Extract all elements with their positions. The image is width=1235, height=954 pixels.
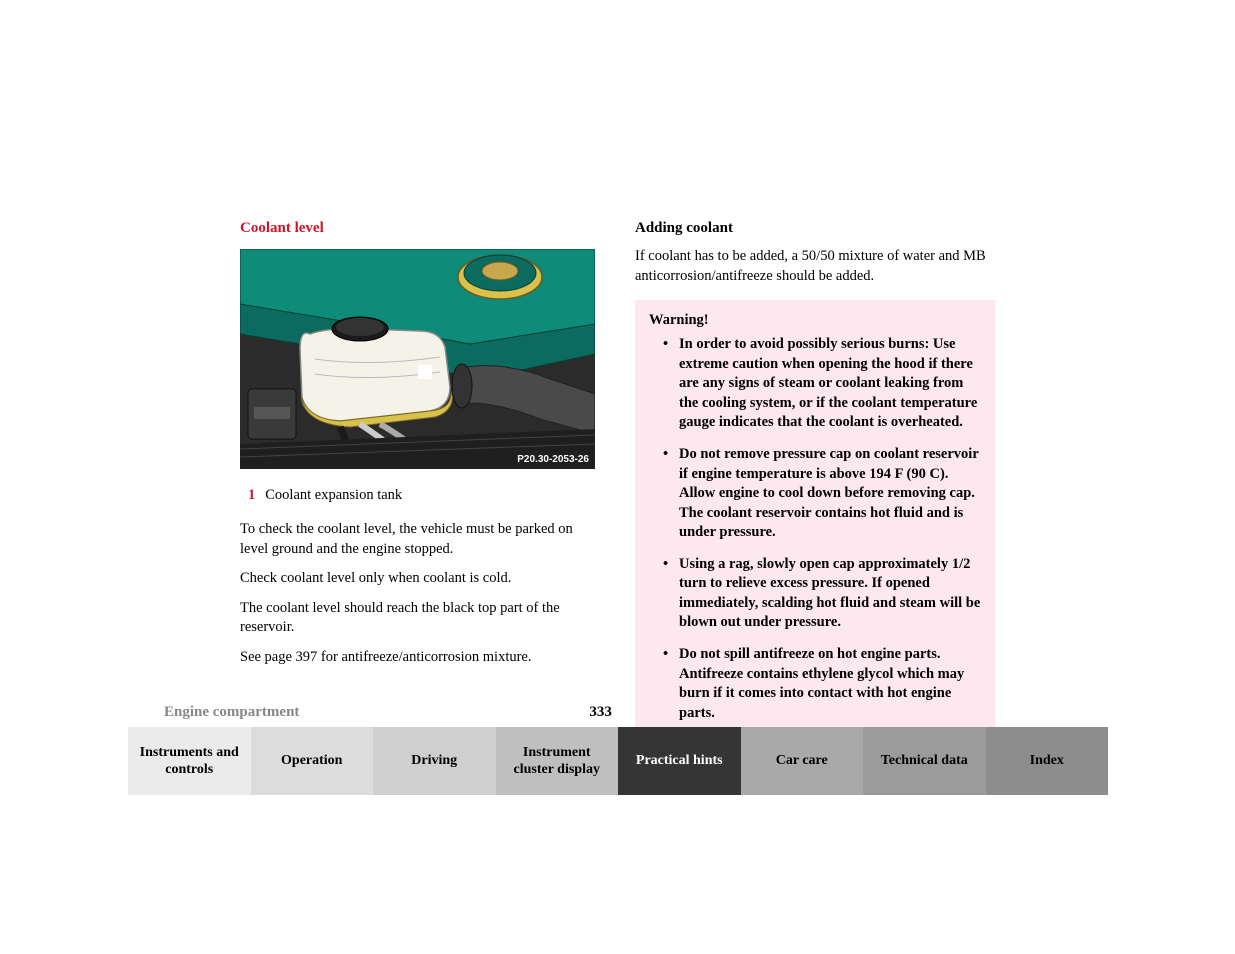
warning-box: Warning! In order to avoid possibly seri… <box>635 300 995 749</box>
right-column: Adding coolant If coolant has to be adde… <box>635 220 995 749</box>
tab-instrument-cluster-display[interactable]: Instrument cluster display <box>496 727 619 795</box>
callout-number: 1 <box>248 487 255 504</box>
image-reference-label: P20.30-2053-26 <box>517 454 589 465</box>
para-mixture: If coolant has to be added, a 50/50 mixt… <box>635 247 995 286</box>
nav-tabs: Instruments and controlsOperationDriving… <box>128 727 1108 795</box>
tab-index[interactable]: Index <box>986 727 1109 795</box>
heading-coolant-level: Coolant level <box>240 220 595 237</box>
tab-car-care[interactable]: Car care <box>741 727 864 795</box>
para-see-page: See page 397 for antifreeze/anticorrosio… <box>240 648 595 668</box>
tab-operation[interactable]: Operation <box>251 727 374 795</box>
para-check-cold: Check coolant level only when coolant is… <box>240 569 595 589</box>
warning-item: Do not remove pressure cap on coolant re… <box>649 445 981 543</box>
left-column: Coolant level <box>240 220 595 749</box>
callout-text: Coolant expansion tank <box>265 487 402 504</box>
heading-adding-coolant: Adding coolant <box>635 220 995 237</box>
warning-item: In order to avoid possibly serious burns… <box>649 335 981 433</box>
tab-practical-hints[interactable]: Practical hints <box>618 727 741 795</box>
footer-meta: Engine compartment 333 <box>128 698 1108 727</box>
image-callout-marker <box>418 365 432 379</box>
page-footer: Engine compartment 333 Instruments and c… <box>128 698 1108 795</box>
engine-compartment-image: P20.30-2053-26 <box>240 249 595 469</box>
callout-1: 1 Coolant expansion tank <box>248 487 595 504</box>
section-name: Engine compartment <box>164 704 299 721</box>
page-content: Coolant level <box>240 220 1000 749</box>
tab-instruments-and-controls[interactable]: Instruments and controls <box>128 727 251 795</box>
page-number: 333 <box>589 704 612 721</box>
para-level-reach: The coolant level should reach the black… <box>240 599 595 638</box>
warning-title: Warning! <box>649 312 981 329</box>
warning-item: Using a rag, slowly open cap approximate… <box>649 555 981 633</box>
para-check-level: To check the coolant level, the vehicle … <box>240 520 595 559</box>
tab-driving[interactable]: Driving <box>373 727 496 795</box>
tab-technical-data[interactable]: Technical data <box>863 727 986 795</box>
warning-list: In order to avoid possibly serious burns… <box>649 335 981 723</box>
